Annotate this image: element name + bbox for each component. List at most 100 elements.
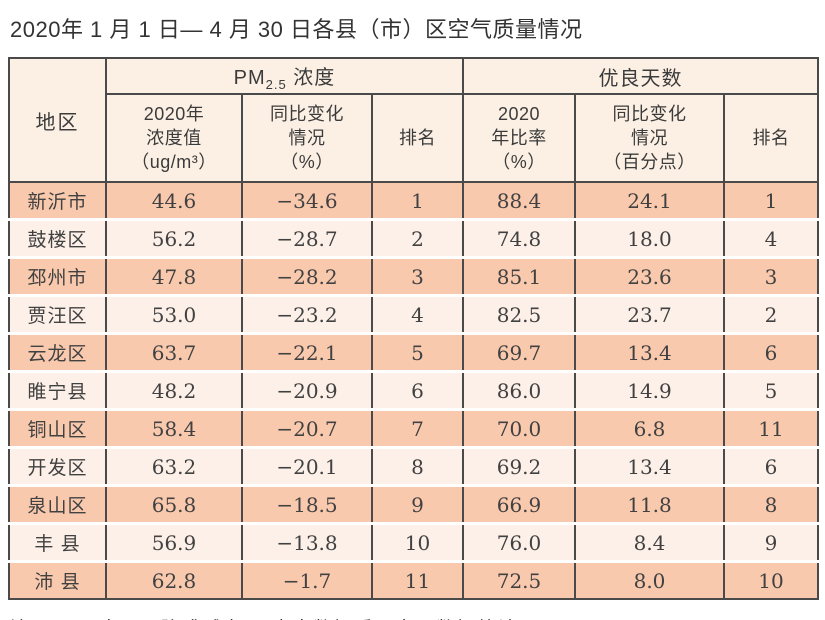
region-cell: 睢宁县 [8,370,106,410]
pm-change-cell: −28.2 [241,256,372,296]
pm-change-cell: −23.2 [241,294,372,334]
days-change-cell: 14.9 [574,370,724,410]
region-cell: 云龙区 [8,332,106,372]
pm-rank-cell: 2 [371,218,463,258]
days-rank-cell: 11 [722,408,819,448]
pm-value-cell: 63.7 [105,332,242,372]
days-change-cell: 8.4 [574,522,724,562]
pm25-subscript: 2.5 [265,76,287,92]
table-row: 开发区 63.2 −20.1 8 69.2 13.4 6 [8,446,819,486]
pm-value-cell: 48.2 [105,370,242,410]
pm-rank-cell: 5 [371,332,463,372]
days-ratio-cell: 85.1 [462,256,575,296]
days-ratio-cell: 69.2 [462,446,575,486]
table-row: 沛 县 62.8 −1.7 11 72.5 8.0 10 [8,560,819,599]
pm25-label: PM2.5 浓度 [233,66,336,92]
pm-change-cell: −20.1 [241,446,372,486]
pm-change-cell: −20.9 [241,370,372,410]
pm-value-cell: 63.2 [105,446,242,486]
pm-change-cell: −18.5 [241,484,372,524]
sub-header-row: 2020年 浓度值 （ug/m³） 同比变化 情况 （%） 排名 2020 年比… [9,94,819,182]
page-title: 2020年 1 月 1 日— 4 月 30 日各县（市）区空气质量情况 [10,17,583,42]
days-rank-cell: 4 [722,218,819,258]
table-body: 新沂市 44.6 −34.6 1 88.4 24.1 1 鼓楼区 56.2 −2… [8,181,819,599]
days-change-cell: 23.6 [574,256,724,296]
pm-rank-cell: 10 [371,522,463,562]
days-ratio-cell: 86.0 [462,370,575,410]
column-header-pm-rank: 排名 [371,94,463,182]
days-change-cell: 8.0 [574,560,724,599]
region-cell: 邳州市 [8,256,106,296]
table-row: 睢宁县 48.2 −20.9 6 86.0 14.9 5 [8,370,819,410]
column-header-region: 地区 [8,58,106,182]
group-header-row: 地区 PM2.5 浓度 优良天数 [8,58,819,182]
pm25-label-suffix: 浓度 [286,66,336,89]
pm-value-cell: 56.2 [105,218,242,258]
air-quality-table: 地区 PM2.5 浓度 优良天数 2020年 浓度值 （ug/m³） 同比变化 … [8,57,820,600]
column-header-days-change: 同比变化 情况 （百分点） [574,94,724,182]
region-cell: 沛 县 [8,560,106,599]
days-rank-cell: 9 [722,522,819,562]
table-row: 云龙区 63.7 −22.1 5 69.7 13.4 6 [8,332,819,372]
table-row: 铜山区 58.4 −20.7 7 70.0 6.8 11 [8,408,819,448]
table-row: 新沂市 44.6 −34.6 1 88.4 24.1 1 [8,181,819,220]
pm-rank-cell: 3 [371,256,463,296]
column-header-pm-value: 2020年 浓度值 （ug/m³） [105,94,242,182]
table-row: 邳州市 47.8 −28.2 3 85.1 23.6 3 [8,256,819,296]
days-rank-cell: 6 [722,332,819,372]
pm-change-cell: −34.6 [241,181,372,220]
column-header-days-ratio: 2020 年比率 （%） [462,94,575,182]
pm-rank-cell: 1 [371,181,463,220]
days-rank-cell: 10 [722,560,819,599]
days-ratio-cell: 74.8 [462,218,575,258]
region-cell: 鼓楼区 [8,218,106,258]
days-change-cell: 24.1 [574,181,724,220]
region-cell: 开发区 [8,446,106,486]
table-row: 贾汪区 53.0 −23.2 4 82.5 23.7 2 [8,294,819,334]
days-ratio-cell: 69.7 [462,332,575,372]
pm-rank-cell: 8 [371,446,463,486]
days-change-cell: 18.0 [574,218,724,258]
pm-rank-cell: 4 [371,294,463,334]
days-rank-cell: 8 [722,484,819,524]
region-cell: 贾汪区 [8,294,106,334]
table-row: 泉山区 65.8 −18.5 9 66.9 11.8 8 [8,484,819,524]
pm-value-cell: 62.8 [105,560,242,599]
pm-value-cell: 65.8 [105,484,242,524]
table-row: 鼓楼区 56.2 −28.7 2 74.8 18.0 4 [8,218,819,258]
pm-value-cell: 47.8 [105,256,242,296]
pm-value-cell: 44.6 [105,181,242,220]
days-change-cell: 6.8 [574,408,724,448]
region-cell: 丰 县 [8,522,106,562]
days-change-cell: 13.4 [574,332,724,372]
pm-change-cell: −28.7 [241,218,372,258]
pm-change-cell: −20.7 [241,408,372,448]
region-cell: 泉山区 [8,484,106,524]
days-rank-cell: 5 [722,370,819,410]
pm-rank-cell: 6 [371,370,463,410]
days-ratio-cell: 72.5 [462,560,575,599]
pm-value-cell: 56.9 [105,522,242,562]
days-rank-cell: 2 [722,294,819,334]
days-rank-cell: 1 [722,181,819,220]
pm-rank-cell: 7 [371,408,463,448]
table-header: 地区 PM2.5 浓度 优良天数 2020年 浓度值 （ug/m³） 同比变化 … [8,58,819,182]
pm25-label-prefix: PM [233,66,266,89]
pm-change-cell: −22.1 [241,332,372,372]
days-ratio-cell: 70.0 [462,408,575,448]
pm-rank-cell: 11 [371,560,463,599]
days-ratio-cell: 82.5 [462,294,575,334]
column-header-days-rank: 排名 [722,94,819,182]
days-ratio-cell: 76.0 [462,522,575,562]
column-header-pm-change: 同比变化 情况 （%） [241,94,372,182]
region-cell: 铜山区 [8,408,106,448]
footnote: 注:1.“−”表示下降或减少;2.表中数据采用实况数据统计。 [10,614,817,620]
table-row: 丰 县 56.9 −13.8 10 76.0 8.4 9 [8,522,819,562]
pm-change-cell: −1.7 [241,560,372,599]
days-rank-cell: 3 [722,256,819,296]
column-group-good-days: 优良天数 [461,58,819,95]
pm-value-cell: 53.0 [105,294,242,334]
column-group-pm25: PM2.5 浓度 [105,58,463,95]
days-change-cell: 13.4 [574,446,724,486]
